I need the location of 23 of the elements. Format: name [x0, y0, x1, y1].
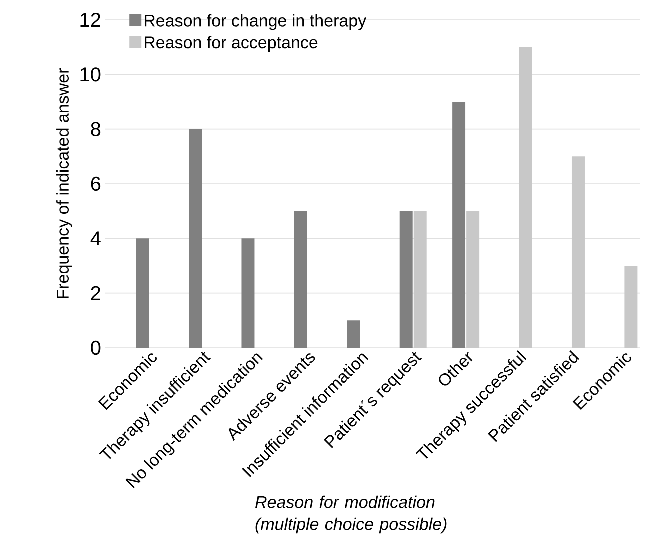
y-tick-label: 6: [91, 176, 101, 192]
bar: [400, 211, 413, 348]
legend-label: Reason for acceptance: [144, 36, 318, 52]
bar: [519, 47, 532, 348]
bar: [624, 266, 638, 348]
y-tick-label: 12: [80, 13, 100, 27]
bar: [294, 211, 308, 348]
bar: [414, 211, 427, 348]
y-tick-label: 4: [90, 232, 101, 246]
x-axis-title: Reason for modification (multiple choice possible): [256, 496, 447, 534]
bar: [347, 320, 360, 348]
bar: [136, 238, 150, 348]
bar: [452, 102, 466, 348]
y-axis-title: Frequency of indicated answer: [56, 68, 72, 298]
bar: [466, 211, 480, 348]
y-tick-label: 0: [91, 340, 101, 356]
y-tick-label: 10: [80, 68, 101, 82]
bar: [572, 156, 585, 348]
bar: [189, 129, 202, 348]
legend-label: Reason for change in therapy: [144, 14, 367, 30]
y-tick-label: 2: [91, 286, 100, 300]
y-tick-label: 8: [91, 122, 101, 136]
bar: [242, 238, 255, 348]
